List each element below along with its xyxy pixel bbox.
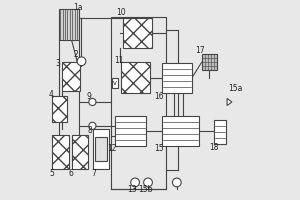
Text: 1a: 1a <box>73 3 82 12</box>
Bar <box>214 120 226 144</box>
Circle shape <box>131 178 140 187</box>
Circle shape <box>172 178 181 187</box>
Text: 3: 3 <box>56 59 61 68</box>
Bar <box>115 116 146 146</box>
Text: 12: 12 <box>107 144 117 153</box>
Bar <box>121 62 150 93</box>
Text: 10: 10 <box>116 8 126 17</box>
Text: 15: 15 <box>154 144 164 153</box>
Bar <box>123 18 152 48</box>
Text: 8: 8 <box>87 126 92 135</box>
Polygon shape <box>227 98 232 106</box>
Bar <box>61 62 80 91</box>
Bar <box>162 63 192 93</box>
Text: 17: 17 <box>195 46 205 55</box>
Bar <box>202 54 217 70</box>
Circle shape <box>89 98 96 106</box>
Circle shape <box>144 178 152 187</box>
Text: 13: 13 <box>127 185 137 194</box>
Text: V: V <box>113 81 117 86</box>
Bar <box>162 116 199 146</box>
Bar <box>52 135 69 169</box>
Bar <box>93 129 109 169</box>
Text: 9: 9 <box>87 92 92 101</box>
Circle shape <box>77 57 86 66</box>
Bar <box>58 9 80 40</box>
Bar <box>112 78 118 88</box>
Text: 18: 18 <box>209 143 218 152</box>
Text: 4: 4 <box>49 90 54 99</box>
Text: 11: 11 <box>115 56 124 65</box>
Text: 15a: 15a <box>228 84 243 93</box>
Text: 15b: 15b <box>138 185 152 194</box>
Text: 6: 6 <box>68 169 73 178</box>
Text: 2: 2 <box>74 50 79 59</box>
Circle shape <box>89 122 96 129</box>
Text: 5: 5 <box>49 169 54 178</box>
Text: 7: 7 <box>91 169 96 178</box>
Bar <box>95 137 107 161</box>
Text: 16: 16 <box>154 92 164 101</box>
Bar <box>52 96 67 122</box>
Bar <box>71 135 88 169</box>
